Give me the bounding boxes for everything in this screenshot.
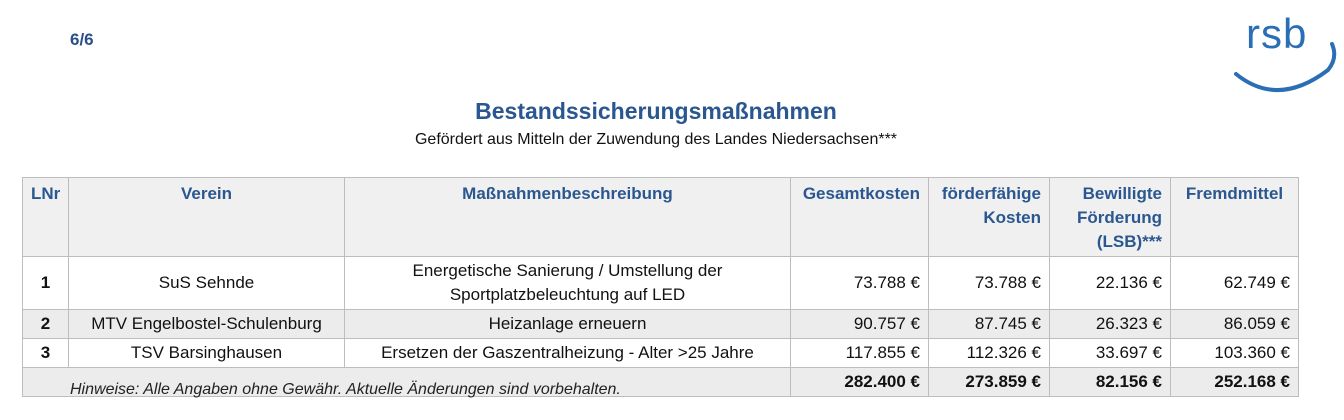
cell-foerderfaehige-kosten: 73.788 €: [928, 256, 1050, 310]
table-header-row: LNr Verein Maßnahmenbeschreibung Gesamtk…: [22, 177, 1299, 257]
cell-gesamtkosten: 117.855 €: [790, 338, 929, 368]
header-foerderfaehige-kosten: förderfähige Kosten: [928, 177, 1050, 257]
logo-arc-icon: [1234, 42, 1337, 93]
table-row: 3 TSV Barsinghausen Ersetzen der Gaszent…: [22, 338, 1299, 368]
header-gesamtkosten: Gesamtkosten: [790, 177, 929, 257]
funding-table: LNr Verein Maßnahmenbeschreibung Gesamtk…: [22, 177, 1299, 397]
page-title: Bestandssicherungsmaßnahmen: [475, 98, 837, 124]
cell-fremdmittel: 62.749 €: [1170, 256, 1299, 310]
cell-fremdmittel: 103.360 €: [1170, 338, 1299, 368]
total-foerderfaehige-kosten: 273.859 €: [928, 367, 1050, 397]
cell-bewilligte-foerderung: 26.323 €: [1049, 309, 1171, 339]
header-bewilligte-foerderung: Bewilligte Förderung (LSB)***: [1049, 177, 1171, 257]
total-gesamtkosten: 282.400 €: [790, 367, 929, 397]
table-row: 2 MTV Engelbostel-Schulenburg Heizanlage…: [22, 309, 1299, 339]
logo-text: rsb: [1246, 10, 1308, 57]
header-verein: Verein: [68, 177, 345, 257]
cell-gesamtkosten: 73.788 €: [790, 256, 929, 310]
cell-verein: SuS Sehnde: [68, 256, 345, 310]
total-bewilligte-foerderung: 82.156 €: [1049, 367, 1171, 397]
page-subtitle: Gefördert aus Mitteln der Zuwendung des …: [414, 131, 898, 148]
cell-beschreibung: Heizanlage erneuern: [344, 309, 791, 339]
totals-spacer: [22, 367, 791, 397]
cell-foerderfaehige-kosten: 87.745 €: [928, 309, 1050, 339]
header-fremdmittel: Fremdmittel: [1170, 177, 1299, 257]
cell-lnr: 3: [22, 338, 69, 368]
cell-verein: TSV Barsinghausen: [68, 338, 345, 368]
rsb-logo: rsb: [1228, 8, 1340, 96]
header-lnr: LNr: [22, 177, 69, 257]
cell-lnr: 1: [22, 256, 69, 310]
footer-note: Hinweise: Alle Angaben ohne Gewähr. Aktu…: [70, 381, 621, 398]
cell-beschreibung: Energetische Sanierung / Umstellung der …: [344, 256, 791, 310]
page-number: 6/6: [70, 30, 94, 49]
cell-beschreibung: Ersetzen der Gaszentralheizung - Alter >…: [344, 338, 791, 368]
header-beschreibung: Maßnahmenbeschreibung: [344, 177, 791, 257]
cell-lnr: 2: [22, 309, 69, 339]
cell-gesamtkosten: 90.757 €: [790, 309, 929, 339]
totals-row: 282.400 € 273.859 € 82.156 € 252.168 €: [22, 367, 1299, 397]
total-fremdmittel: 252.168 €: [1170, 367, 1299, 397]
cell-foerderfaehige-kosten: 112.326 €: [928, 338, 1050, 368]
cell-fremdmittel: 86.059 €: [1170, 309, 1299, 339]
table-row: 1 SuS Sehnde Energetische Sanierung / Um…: [22, 256, 1299, 310]
cell-bewilligte-foerderung: 33.697 €: [1049, 338, 1171, 368]
cell-bewilligte-foerderung: 22.136 €: [1049, 256, 1171, 310]
cell-verein: MTV Engelbostel-Schulenburg: [68, 309, 345, 339]
